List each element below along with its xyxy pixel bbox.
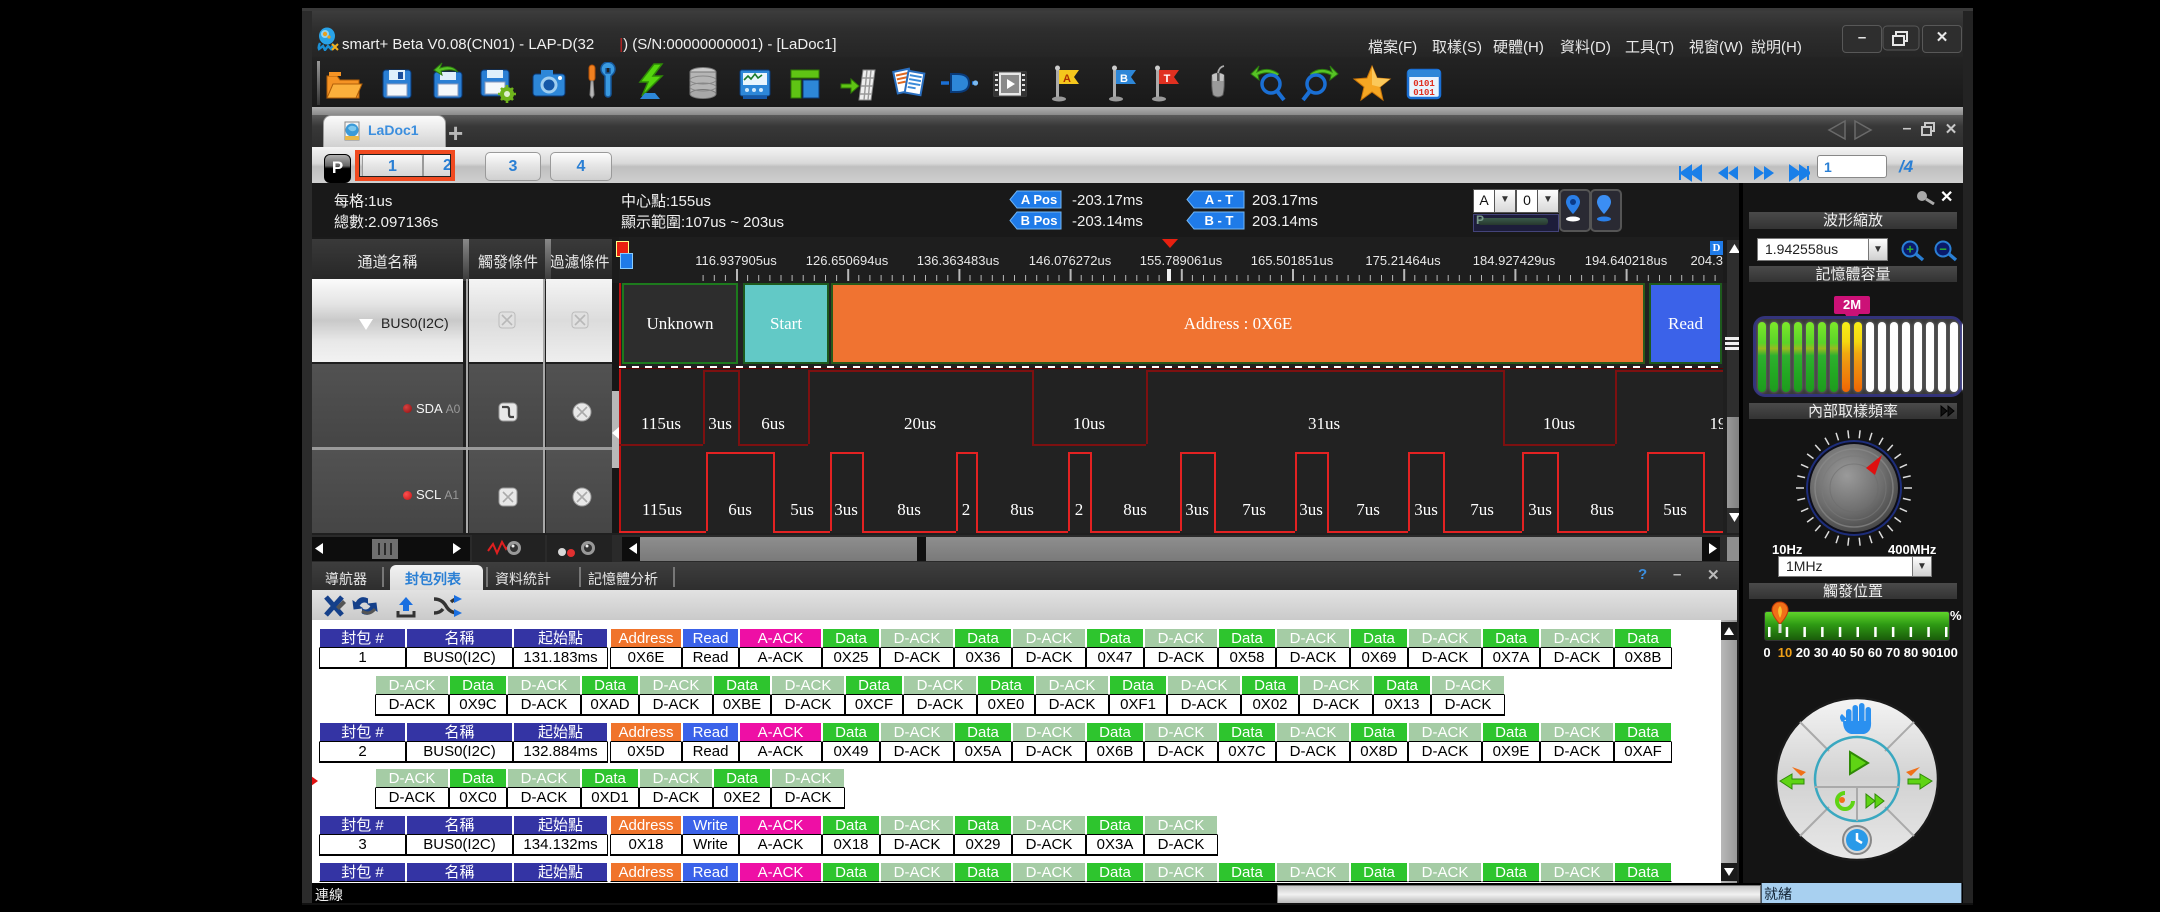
svg-text:146.076272us: 146.076272us [1029,253,1112,268]
svg-text:0: 0 [1764,646,1771,660]
svg-text:T: T [1164,73,1171,85]
svg-text:126.650694us: 126.650694us [806,253,889,268]
svg-text:116.937905us: 116.937905us [695,253,777,268]
svg-text:194.640218us: 194.640218us [1585,253,1668,268]
svg-text:0101: 0101 [1413,79,1435,89]
svg-text:A - T: A - T [1205,192,1233,207]
svg-text:A Pos: A Pos [1021,192,1057,207]
svg-text:B: B [1120,73,1128,85]
svg-text:B Pos: B Pos [1021,213,1058,228]
svg-text:+: + [1906,242,1914,257]
svg-text:90: 90 [1922,646,1936,660]
svg-text:A: A [1063,73,1071,85]
svg-text:40: 40 [1832,646,1846,660]
svg-text:0101: 0101 [1413,88,1435,98]
svg-text:20: 20 [1796,646,1810,660]
svg-text:165.501851us: 165.501851us [1251,253,1334,268]
svg-text:10: 10 [1778,646,1792,660]
svg-text:80: 80 [1904,646,1918,660]
svg-text:30: 30 [1814,646,1828,660]
svg-text:155.789061us: 155.789061us [1140,253,1223,268]
svg-text:100: 100 [1936,646,1958,660]
svg-text:204.3: 204.3 [1690,253,1723,268]
svg-text:70: 70 [1886,646,1900,660]
svg-text:−: − [1939,242,1947,257]
svg-text:50: 50 [1850,646,1864,660]
svg-text:B - T: B - T [1205,213,1234,228]
svg-text:136.363483us: 136.363483us [917,253,1000,268]
svg-text:175.21464us: 175.21464us [1365,253,1441,268]
svg-text:60: 60 [1868,646,1882,660]
svg-text:184.927429us: 184.927429us [1473,253,1556,268]
